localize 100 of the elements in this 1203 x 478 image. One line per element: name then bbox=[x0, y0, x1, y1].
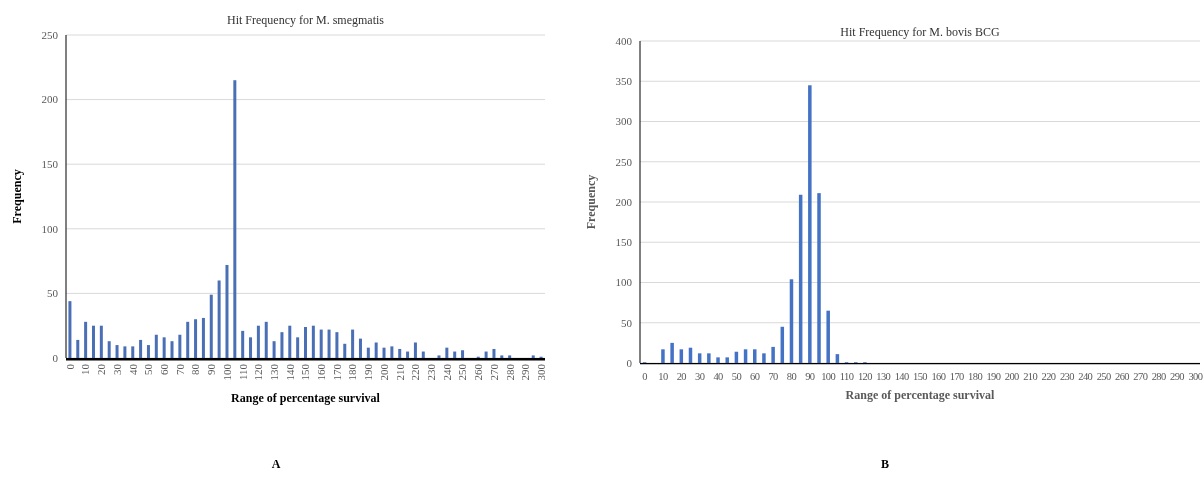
x-tick-label: 300 bbox=[534, 363, 547, 381]
x-tick-label: 10 bbox=[79, 363, 92, 375]
bar bbox=[76, 339, 80, 358]
bar bbox=[661, 349, 665, 363]
bar bbox=[256, 325, 260, 358]
y-tick-label: 200 bbox=[41, 93, 59, 106]
x-tick-label: 260 bbox=[1114, 371, 1130, 382]
y-tick-label: 50 bbox=[621, 316, 633, 329]
x-tick-label: 50 bbox=[142, 363, 155, 375]
bar bbox=[716, 357, 720, 363]
bar bbox=[272, 341, 276, 358]
y-tick-label: 350 bbox=[615, 75, 633, 88]
x-tick-label: 190 bbox=[986, 371, 1001, 382]
bar bbox=[264, 321, 268, 358]
x-tick-label: 270 bbox=[487, 363, 500, 381]
bar bbox=[725, 357, 729, 363]
x-tick-label: 0 bbox=[63, 363, 76, 370]
x-tick-label: 130 bbox=[267, 363, 280, 381]
x-tick-label: 70 bbox=[173, 363, 186, 375]
x-tick-label: 210 bbox=[393, 363, 406, 381]
x-tick-label: 150 bbox=[299, 363, 312, 381]
bar bbox=[366, 347, 370, 358]
x-tick-label: 190 bbox=[362, 363, 375, 381]
bar bbox=[115, 345, 119, 358]
bar bbox=[186, 321, 190, 358]
bar bbox=[91, 325, 95, 358]
x-tick-label: 100 bbox=[220, 363, 233, 381]
bar bbox=[68, 301, 72, 358]
bar bbox=[492, 348, 496, 358]
bar bbox=[351, 329, 355, 358]
x-tick-label: 120 bbox=[252, 363, 265, 381]
x-tick-label: 240 bbox=[1078, 371, 1093, 382]
bar bbox=[826, 310, 830, 363]
x-tick-label: 20 bbox=[676, 371, 687, 382]
y-tick-label: 0 bbox=[52, 351, 59, 364]
bar bbox=[413, 342, 417, 358]
bar bbox=[123, 346, 127, 358]
bar bbox=[154, 334, 158, 358]
x-tick-label: 40 bbox=[713, 371, 724, 382]
y-tick-label: 250 bbox=[615, 155, 633, 168]
bar bbox=[162, 337, 166, 358]
x-tick-label: 230 bbox=[424, 363, 437, 381]
bar bbox=[771, 346, 775, 363]
bar bbox=[241, 330, 245, 358]
bar bbox=[762, 353, 766, 363]
x-tick-label: 120 bbox=[857, 371, 873, 382]
x-tick-label: 60 bbox=[158, 363, 171, 375]
bar bbox=[670, 342, 674, 363]
bar bbox=[358, 338, 362, 358]
bar bbox=[398, 348, 402, 358]
bar bbox=[296, 337, 300, 358]
bar bbox=[288, 325, 292, 358]
bar bbox=[99, 325, 103, 358]
x-tick-label: 130 bbox=[876, 371, 891, 382]
x-tick-label: 300 bbox=[1188, 371, 1203, 382]
bar bbox=[390, 346, 394, 358]
bar bbox=[233, 80, 237, 358]
bar bbox=[319, 329, 323, 358]
x-tick-label: 170 bbox=[949, 371, 965, 382]
y-tick-label: 100 bbox=[41, 222, 59, 235]
x-tick-label: 60 bbox=[750, 371, 760, 382]
x-tick-label: 230 bbox=[1059, 371, 1075, 382]
bar bbox=[421, 351, 425, 358]
bar bbox=[437, 355, 441, 358]
bar bbox=[249, 337, 253, 358]
x-tick-label: 90 bbox=[205, 363, 218, 375]
chart-title: Hit Frequency for M. smegmatis bbox=[227, 13, 385, 27]
x-tick-label: 270 bbox=[1133, 371, 1148, 382]
y-tick-label: 300 bbox=[615, 115, 633, 128]
bar bbox=[707, 353, 711, 363]
bar bbox=[508, 355, 512, 358]
x-tick-label: 280 bbox=[503, 363, 516, 381]
y-tick-label: 250 bbox=[41, 28, 59, 41]
x-tick-label: 160 bbox=[315, 363, 328, 381]
bar bbox=[817, 193, 821, 363]
text: B bbox=[880, 457, 890, 471]
y-tick-label: 100 bbox=[615, 276, 633, 289]
x-tick-label: 100 bbox=[821, 371, 836, 382]
bar bbox=[335, 332, 339, 358]
x-tick-label: 280 bbox=[1151, 371, 1167, 382]
bar bbox=[201, 317, 205, 358]
bar bbox=[374, 342, 378, 358]
x-tick-label: 290 bbox=[519, 363, 532, 381]
bar bbox=[484, 351, 488, 358]
x-tick-label: 110 bbox=[839, 371, 854, 382]
x-tick-label: 0 bbox=[642, 371, 648, 382]
bar bbox=[311, 325, 315, 358]
y-axis-title: Frequency bbox=[10, 169, 24, 224]
x-tick-label: 180 bbox=[346, 363, 359, 381]
x-axis-title: Range of percentage survival bbox=[231, 391, 381, 405]
x-tick-label: 200 bbox=[1004, 371, 1020, 382]
x-tick-label: 160 bbox=[931, 371, 946, 382]
bar bbox=[170, 341, 174, 358]
x-tick-label: 140 bbox=[894, 371, 909, 382]
bar bbox=[209, 294, 213, 358]
bar bbox=[178, 334, 182, 358]
bar bbox=[146, 345, 150, 358]
x-tick-label: 220 bbox=[409, 363, 422, 381]
chart-title: Hit Frequency for M. bovis BCG bbox=[840, 25, 1000, 39]
y-tick-label: 400 bbox=[615, 34, 633, 47]
